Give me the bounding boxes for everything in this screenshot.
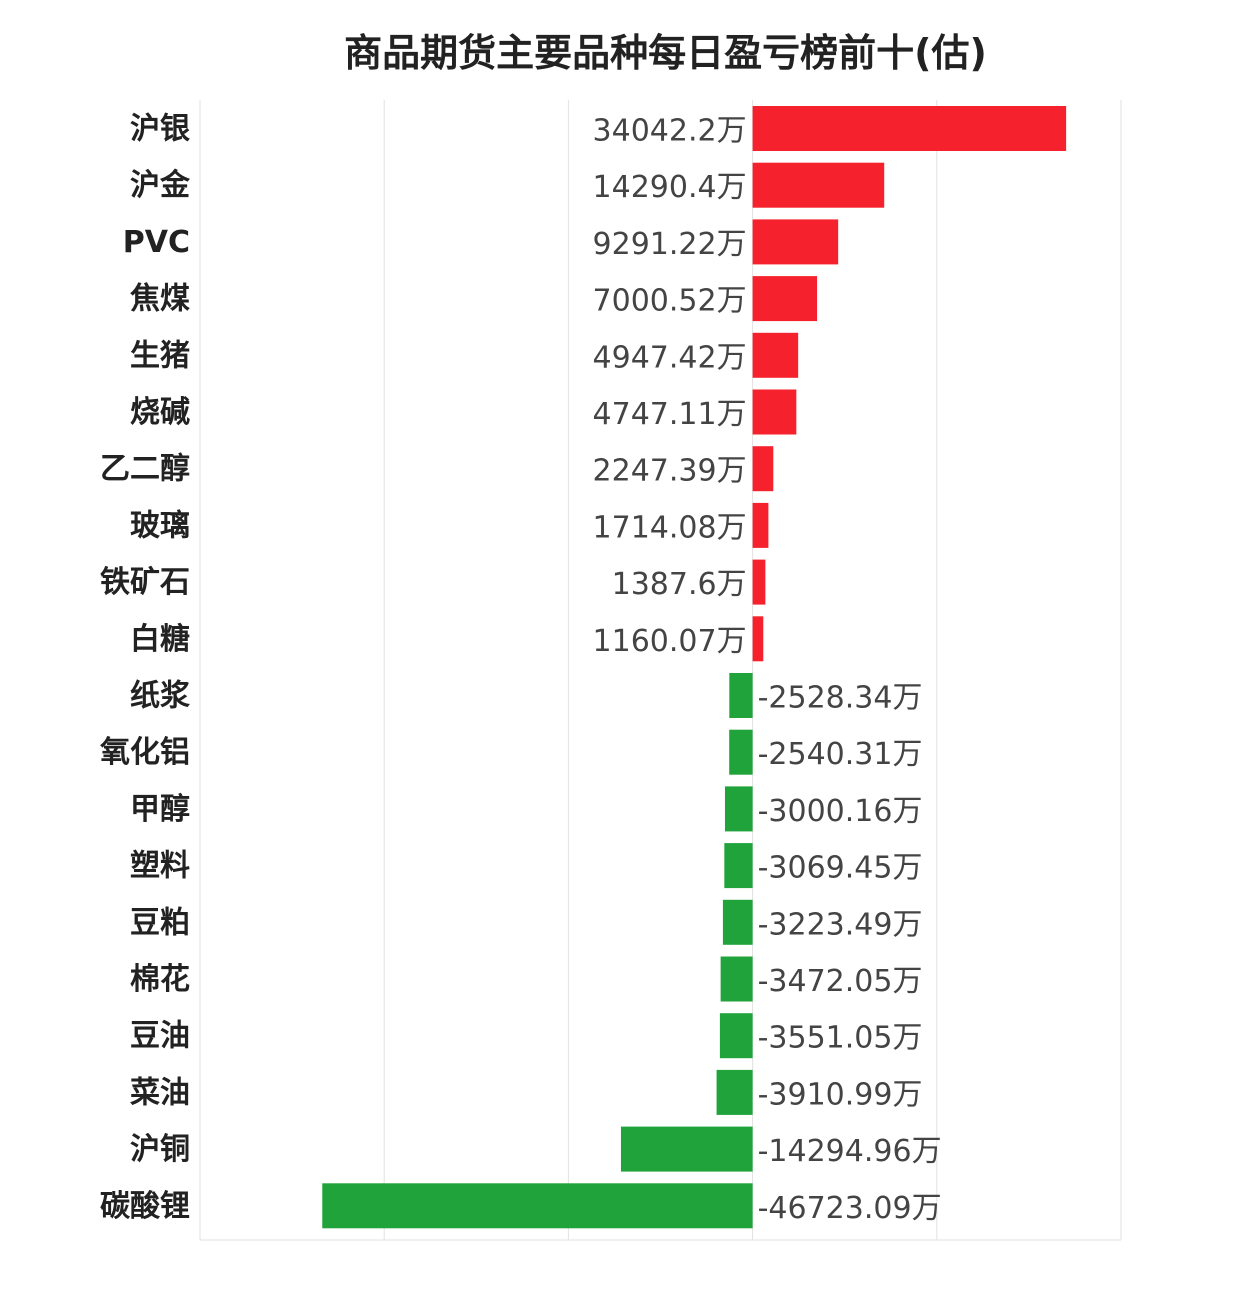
category-label: 烧碱 xyxy=(130,395,190,430)
category-label: 焦煤 xyxy=(130,282,190,317)
bar xyxy=(752,616,764,662)
chart-title: 商品期货主要品种每日盈亏榜前十(估) xyxy=(344,31,987,75)
bar xyxy=(719,1013,753,1059)
bar xyxy=(322,1183,753,1229)
bar-layer xyxy=(322,106,1067,1229)
grid-layer xyxy=(199,100,1122,1241)
value-label: -2540.31万 xyxy=(758,737,923,772)
category-label: PVC xyxy=(123,225,190,260)
category-label: 碳酸锂 xyxy=(100,1189,190,1224)
category-label: 沪金 xyxy=(130,168,191,203)
bar xyxy=(752,332,799,378)
bar xyxy=(752,389,797,435)
value-label: 4747.11万 xyxy=(593,397,747,432)
category-label: 铁矿石 xyxy=(100,565,190,600)
value-label: 14290.4万 xyxy=(593,170,747,205)
bar xyxy=(752,502,769,548)
value-label: -14294.96万 xyxy=(758,1134,942,1169)
value-label: 7000.52万 xyxy=(593,284,747,319)
category-label: 甲醇 xyxy=(130,792,190,827)
bar xyxy=(752,162,885,208)
bar xyxy=(720,956,753,1002)
value-label: 9291.22万 xyxy=(593,227,747,262)
bar xyxy=(729,729,753,775)
category-label: 豆粕 xyxy=(130,905,190,940)
value-label: -3472.05万 xyxy=(758,964,923,999)
category-label: 菜油 xyxy=(130,1075,190,1110)
category-label: 豆油 xyxy=(130,1019,190,1054)
category-label: 沪银 xyxy=(130,112,190,147)
value-label: 34042.2万 xyxy=(593,114,747,149)
bar xyxy=(716,1069,753,1115)
value-label: -3910.99万 xyxy=(758,1077,923,1112)
category-label: 氧化铝 xyxy=(100,735,190,770)
category-label: 棉花 xyxy=(130,962,190,997)
bar xyxy=(722,899,753,945)
category-label: 塑料 xyxy=(130,849,190,884)
category-label: 乙二醇 xyxy=(100,452,190,487)
category-label: 生猪 xyxy=(130,338,190,373)
bar xyxy=(620,1126,753,1172)
value-label: -3551.05万 xyxy=(758,1021,923,1056)
bar xyxy=(724,843,753,889)
bar xyxy=(724,786,753,832)
category-label: 白糖 xyxy=(130,622,190,657)
value-label: -46723.09万 xyxy=(758,1191,942,1226)
value-label: -3069.45万 xyxy=(758,851,923,886)
bar xyxy=(729,673,753,718)
bar xyxy=(752,106,1067,151)
value-label: 1160.07万 xyxy=(593,624,747,659)
value-label: -3000.16万 xyxy=(758,794,923,829)
category-label: 纸浆 xyxy=(130,679,190,714)
bar xyxy=(752,276,818,322)
bar xyxy=(752,446,774,492)
value-label: 1387.6万 xyxy=(612,567,747,602)
bar xyxy=(752,219,839,265)
value-label: 1714.08万 xyxy=(593,510,747,545)
value-label: -3223.49万 xyxy=(758,907,923,942)
bar xyxy=(752,559,766,605)
category-label: 玻璃 xyxy=(130,508,190,543)
value-label: -2528.34万 xyxy=(758,681,923,716)
value-label: 2247.39万 xyxy=(593,454,747,489)
category-label: 沪铜 xyxy=(130,1132,190,1167)
value-label: 4947.42万 xyxy=(593,340,747,375)
